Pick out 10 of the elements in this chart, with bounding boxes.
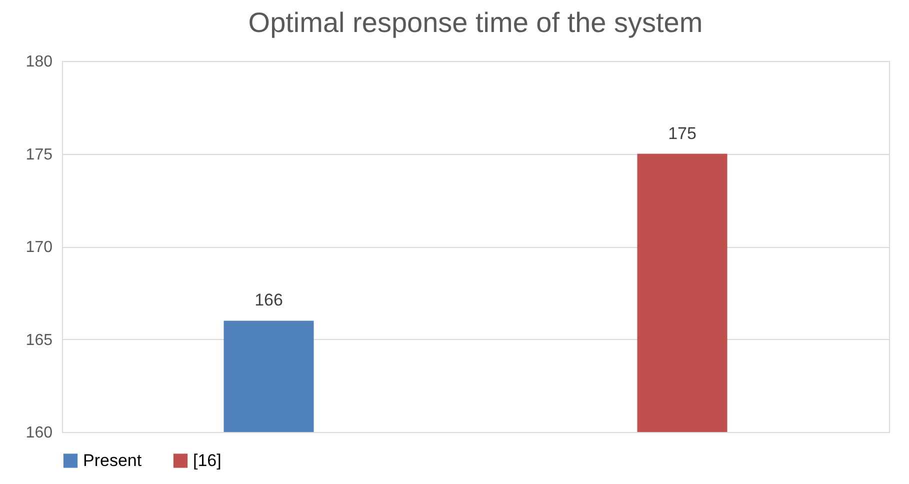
legend-label: [16] — [193, 450, 222, 470]
data-label: 166 — [254, 290, 283, 310]
chart-title: Optimal response time of the system — [248, 7, 703, 38]
y-tick-label: 160 — [26, 424, 53, 442]
y-tick-label: 175 — [26, 146, 53, 164]
y-tick-label: 170 — [26, 239, 53, 256]
y-tick-label: 165 — [26, 332, 53, 349]
data-label: 175 — [668, 124, 696, 143]
y-tick-label: 180 — [26, 54, 53, 70]
legend-label: Present — [83, 450, 142, 470]
